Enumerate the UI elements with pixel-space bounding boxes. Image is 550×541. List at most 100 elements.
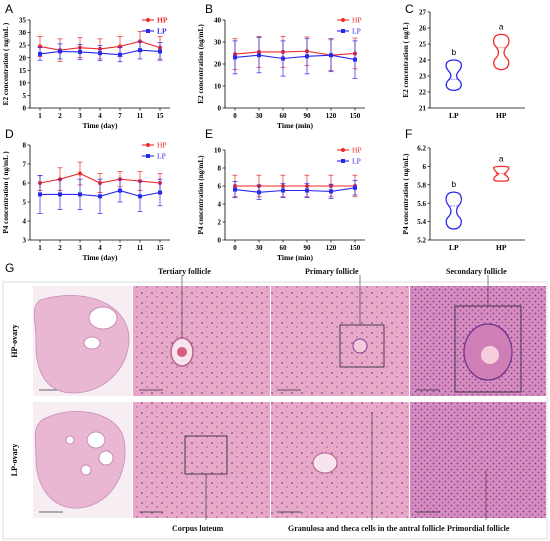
x-tick-label: LP [449,111,459,120]
legend-marker [341,148,345,152]
y-tick-label: 25 [19,42,27,50]
y-tick-label: 6 [23,180,27,188]
violin-lp [445,191,463,230]
y-axis-label: E2 concentration (ng/mL) [197,24,205,104]
panel-label-g: G [5,261,14,275]
x-tick-label: 0 [233,244,237,252]
y-tick-label: 40 [214,17,222,25]
data-point [158,49,162,54]
y-tick-label: 5.4 [417,218,426,226]
annotation-granulosa-theca: Granulosa and theca cells in the antral … [288,524,445,533]
y-tick-label: 10 [19,79,27,87]
antral-follicle [312,452,338,474]
x-tick-label: 60 [280,112,288,120]
y-tick-label: 30 [214,39,222,47]
histology-layer: HP-ovary LP-ovary [2,275,548,540]
legend-marker [341,18,345,22]
follicle-cavity [88,306,118,330]
series-lp [232,37,358,79]
y-tick-label: 30 [19,29,27,37]
follicle-cavity [86,431,106,449]
data-point [38,192,42,197]
x-tick-label: 15 [157,112,165,120]
primary-follicle [352,338,368,354]
violin-lp [445,59,463,92]
data-point [233,55,237,60]
data-point [305,54,309,59]
data-point [58,49,62,54]
y-tick-label: 0 [23,105,27,113]
y-tick-label: 27 [419,9,427,17]
legend-label: LP [352,27,361,36]
y-axis-label: E2 concentration ( ng/mL ) [2,22,10,105]
y-axis-label: P4 concentration ( ng/mL ) [2,151,10,234]
x-axis-label: Time (min) [277,253,313,262]
histology-image-r1-c2 [133,286,270,396]
chart-a: 0 5 10 15 20 25 30 35 E2 concentration ( ng/mL )… [2,16,170,130]
y-axis-label: P4 concentration (ng/mL) [197,155,205,235]
legend-label: LP [157,27,167,36]
series-hp [232,174,358,198]
data-point [138,48,142,53]
data-point [281,56,285,61]
x-tick-label: 11 [137,244,144,252]
x-tick-label: 1 [38,112,42,120]
panel-label-c: C [405,2,414,16]
y-tick-label: 5.8 [417,181,426,189]
data-point [78,171,82,176]
y-tick-label: 35 [19,17,27,25]
legend: HP LP [337,16,362,36]
series-line [234,187,356,193]
annotation-corpus-luteum: Corpus luteum [172,524,224,533]
data-point [78,192,82,197]
x-tick-label: 3 [78,244,82,252]
panel-label-d: D [5,127,14,141]
legend-marker [146,18,150,22]
x-tick-label: 11 [137,112,144,120]
data-point [58,192,62,197]
data-point [329,189,333,194]
annotation-primary-follicle: Primary follicle [305,267,359,276]
primary-follicle-box [339,324,385,368]
x-tick-label: 60 [280,244,288,252]
oocyte [177,347,187,357]
x-axis-label: Time (day) [82,121,118,130]
x-tick-label: 4 [98,244,102,252]
annotation-tertiary-follicle: Tertiary follicle [158,267,211,276]
significance-letter: b [451,47,456,57]
y-tick-label: 6.2 [417,145,426,153]
x-tick-label: 4 [98,112,102,120]
violin-hp [492,165,510,182]
x-tick-label: 7 [118,112,122,120]
data-point [118,52,122,57]
histology-row-label: HP-ovary [10,324,19,357]
y-tick-label: 20 [214,61,222,69]
x-tick-label: HP [496,243,507,252]
legend-marker [341,29,345,33]
y-tick-label: 23 [419,73,427,81]
panel-label-a: A [5,2,13,16]
panel-label-f: F [405,127,412,141]
y-tick-label: 0 [218,237,222,245]
x-axis-label: Time (day) [82,253,118,262]
significance-letter: b [451,179,456,189]
y-tick-label: 6 [218,183,222,191]
y-tick-label: 8 [23,142,27,150]
y-tick-label: 2 [218,219,222,227]
y-tick-label: 20 [19,54,27,62]
y-tick-label: 10 [214,83,222,91]
x-tick-label: 0 [233,112,237,120]
data-point [329,53,333,58]
series-lp [232,180,358,200]
y-tick-label: 21 [419,105,427,113]
histology-row-label: LP-ovary [10,444,19,476]
y-tick-label: 6 [423,163,427,171]
chart-d: 3 4 5 6 7 8 P4 concentration ( ng/mL ) 1 2 3 4 7 11 1… [2,141,170,262]
data-point [233,187,237,192]
legend-label: HP [157,141,167,150]
y-tick-label: 4 [218,201,222,209]
data-point [138,194,142,199]
x-tick-label: 120 [326,112,337,120]
